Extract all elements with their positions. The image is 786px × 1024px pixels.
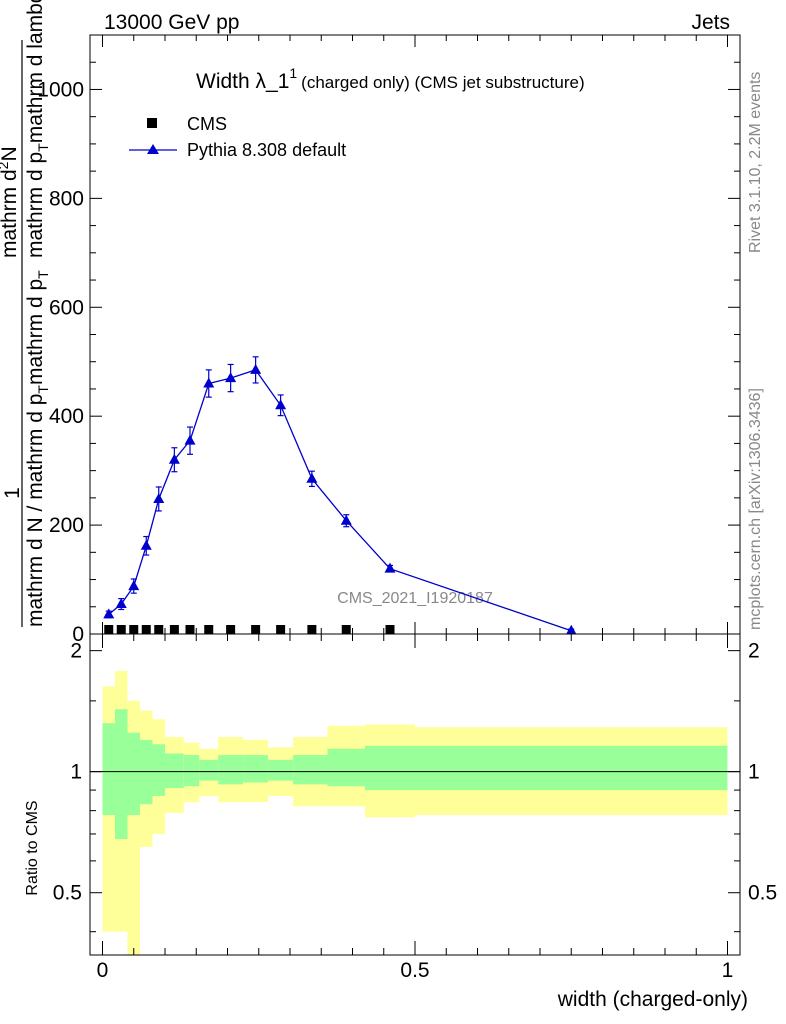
ratio-inner-band	[165, 753, 184, 789]
legend-data-label: CMS	[187, 114, 227, 134]
data-point	[116, 625, 126, 634]
legend-data-marker	[147, 118, 157, 128]
data-point	[129, 625, 139, 634]
ylabel-inner-denominator: mathrm d pTmathrm d lambda	[24, 0, 51, 258]
mc-point	[565, 624, 577, 635]
ratio-bands	[102, 670, 728, 955]
data-point	[307, 625, 317, 634]
ylabel-one: 1	[1, 487, 24, 499]
ratio-y-axis: 0.5 0.5 1 1 2 2	[53, 640, 777, 933]
chart-title-main: Width λ_1	[196, 70, 289, 93]
main-y-axis: 0 200 400 600 800 1000	[37, 34, 740, 646]
ratio-inner-band	[243, 755, 269, 783]
main-y-tick-label: 0	[72, 623, 84, 646]
main-plot-panel: 0 200 400 600 800 1000 CMS_2021_I1920187 Widt…	[0, 0, 741, 646]
mcplots-label: mcplots.cern.ch [arXiv:1306.3436]	[747, 388, 764, 630]
data-series	[104, 625, 395, 634]
header-right-label: Jets	[691, 11, 730, 34]
main-y-tick-label: 200	[49, 514, 84, 537]
ratio-inner-band	[365, 745, 415, 791]
ratio-inner-band	[268, 759, 294, 781]
data-point	[226, 625, 236, 634]
mc-point	[203, 377, 215, 388]
ratio-y-tick-label-right: 2	[748, 640, 760, 663]
mc-point	[250, 363, 262, 374]
mc-point	[340, 514, 352, 525]
x-tick-label: 0.5	[400, 959, 429, 982]
main-y-tick-label: 400	[49, 405, 84, 428]
ratio-inner-band	[102, 723, 115, 816]
mc-point	[103, 608, 115, 619]
data-point	[141, 625, 151, 634]
ratio-inner-band	[293, 755, 328, 785]
chart-title-rest: (charged only) (CMS jet substructure)	[301, 73, 584, 92]
data-point	[276, 625, 286, 634]
ratio-y-tick-label: 2	[70, 640, 82, 663]
ratio-inner-band	[152, 744, 165, 796]
mc-point	[184, 434, 196, 445]
ratio-y-tick-label: 0.5	[53, 882, 82, 905]
ratio-inner-band	[327, 748, 365, 787]
ratio-inner-band	[127, 732, 140, 816]
ratio-y-tick-label-right: 0.5	[748, 882, 777, 905]
data-point	[251, 625, 261, 634]
analysis-watermark: CMS_2021_I1920187	[337, 590, 493, 607]
mc-point	[153, 492, 165, 503]
ratio-inner-band	[115, 709, 128, 840]
main-y-tick-label: 1000	[37, 78, 84, 101]
ratio-plot-panel: 0.5 0.51 12 2 0 0.5 1 Ratio to CMS width (cha…	[24, 633, 777, 1011]
x-axis-label: width (charged-only)	[557, 988, 748, 1011]
ratio-y-axis-label: Ratio to CMS	[24, 800, 41, 895]
data-point	[341, 625, 351, 634]
main-y-tick-label: 800	[49, 187, 84, 210]
mc-point	[225, 372, 237, 383]
mc-point	[140, 539, 152, 550]
header-left-label: 13000 GeV pp	[104, 11, 239, 34]
main-plot-frame	[89, 34, 741, 635]
ratio-y-tick-label: 1	[70, 761, 82, 784]
ratio-inner-band	[183, 755, 200, 787]
x-tick-label: 0	[97, 959, 109, 982]
mc-point	[168, 453, 180, 464]
data-point	[385, 625, 395, 634]
ylabel-inner-numerator: mathrm d2N	[0, 146, 21, 258]
ratio-x-axis: 0 0.5 1	[97, 634, 734, 982]
data-point	[185, 625, 195, 634]
data-point	[169, 625, 179, 634]
mc-point	[306, 472, 318, 483]
ylabel-denominator: mathrm d N / mathrm d pTmathrm d pT	[24, 270, 51, 627]
mc-point	[275, 399, 287, 410]
mc-point	[115, 598, 127, 609]
ratio-y-tick-label-right: 1	[748, 761, 760, 784]
x-tick-label: 1	[722, 959, 734, 982]
legend-mc-marker	[147, 144, 159, 154]
ratio-inner-band	[199, 759, 219, 781]
data-point	[154, 625, 164, 634]
ratio-inner-band	[415, 745, 728, 791]
data-point	[204, 625, 214, 634]
chart-title: Width λ_11 (charged only) (CMS jet substr…	[196, 65, 585, 93]
rivet-version-label: Rivet 3.1.10, 2.2M events	[747, 72, 764, 253]
legend: CMS Pythia 8.308 default	[129, 114, 346, 160]
mc-series	[103, 356, 577, 635]
ratio-inner-band	[218, 755, 244, 785]
main-y-axis-label: 1 mathrm d N / mathrm d pTmathrm d pT ma…	[0, 0, 51, 627]
main-y-tick-label: 600	[49, 296, 84, 319]
mc-point	[384, 562, 396, 573]
data-point	[104, 625, 114, 634]
chart-title-sup: 1	[289, 65, 297, 81]
mc-point	[128, 580, 140, 591]
legend-mc-label: Pythia 8.308 default	[187, 140, 346, 160]
